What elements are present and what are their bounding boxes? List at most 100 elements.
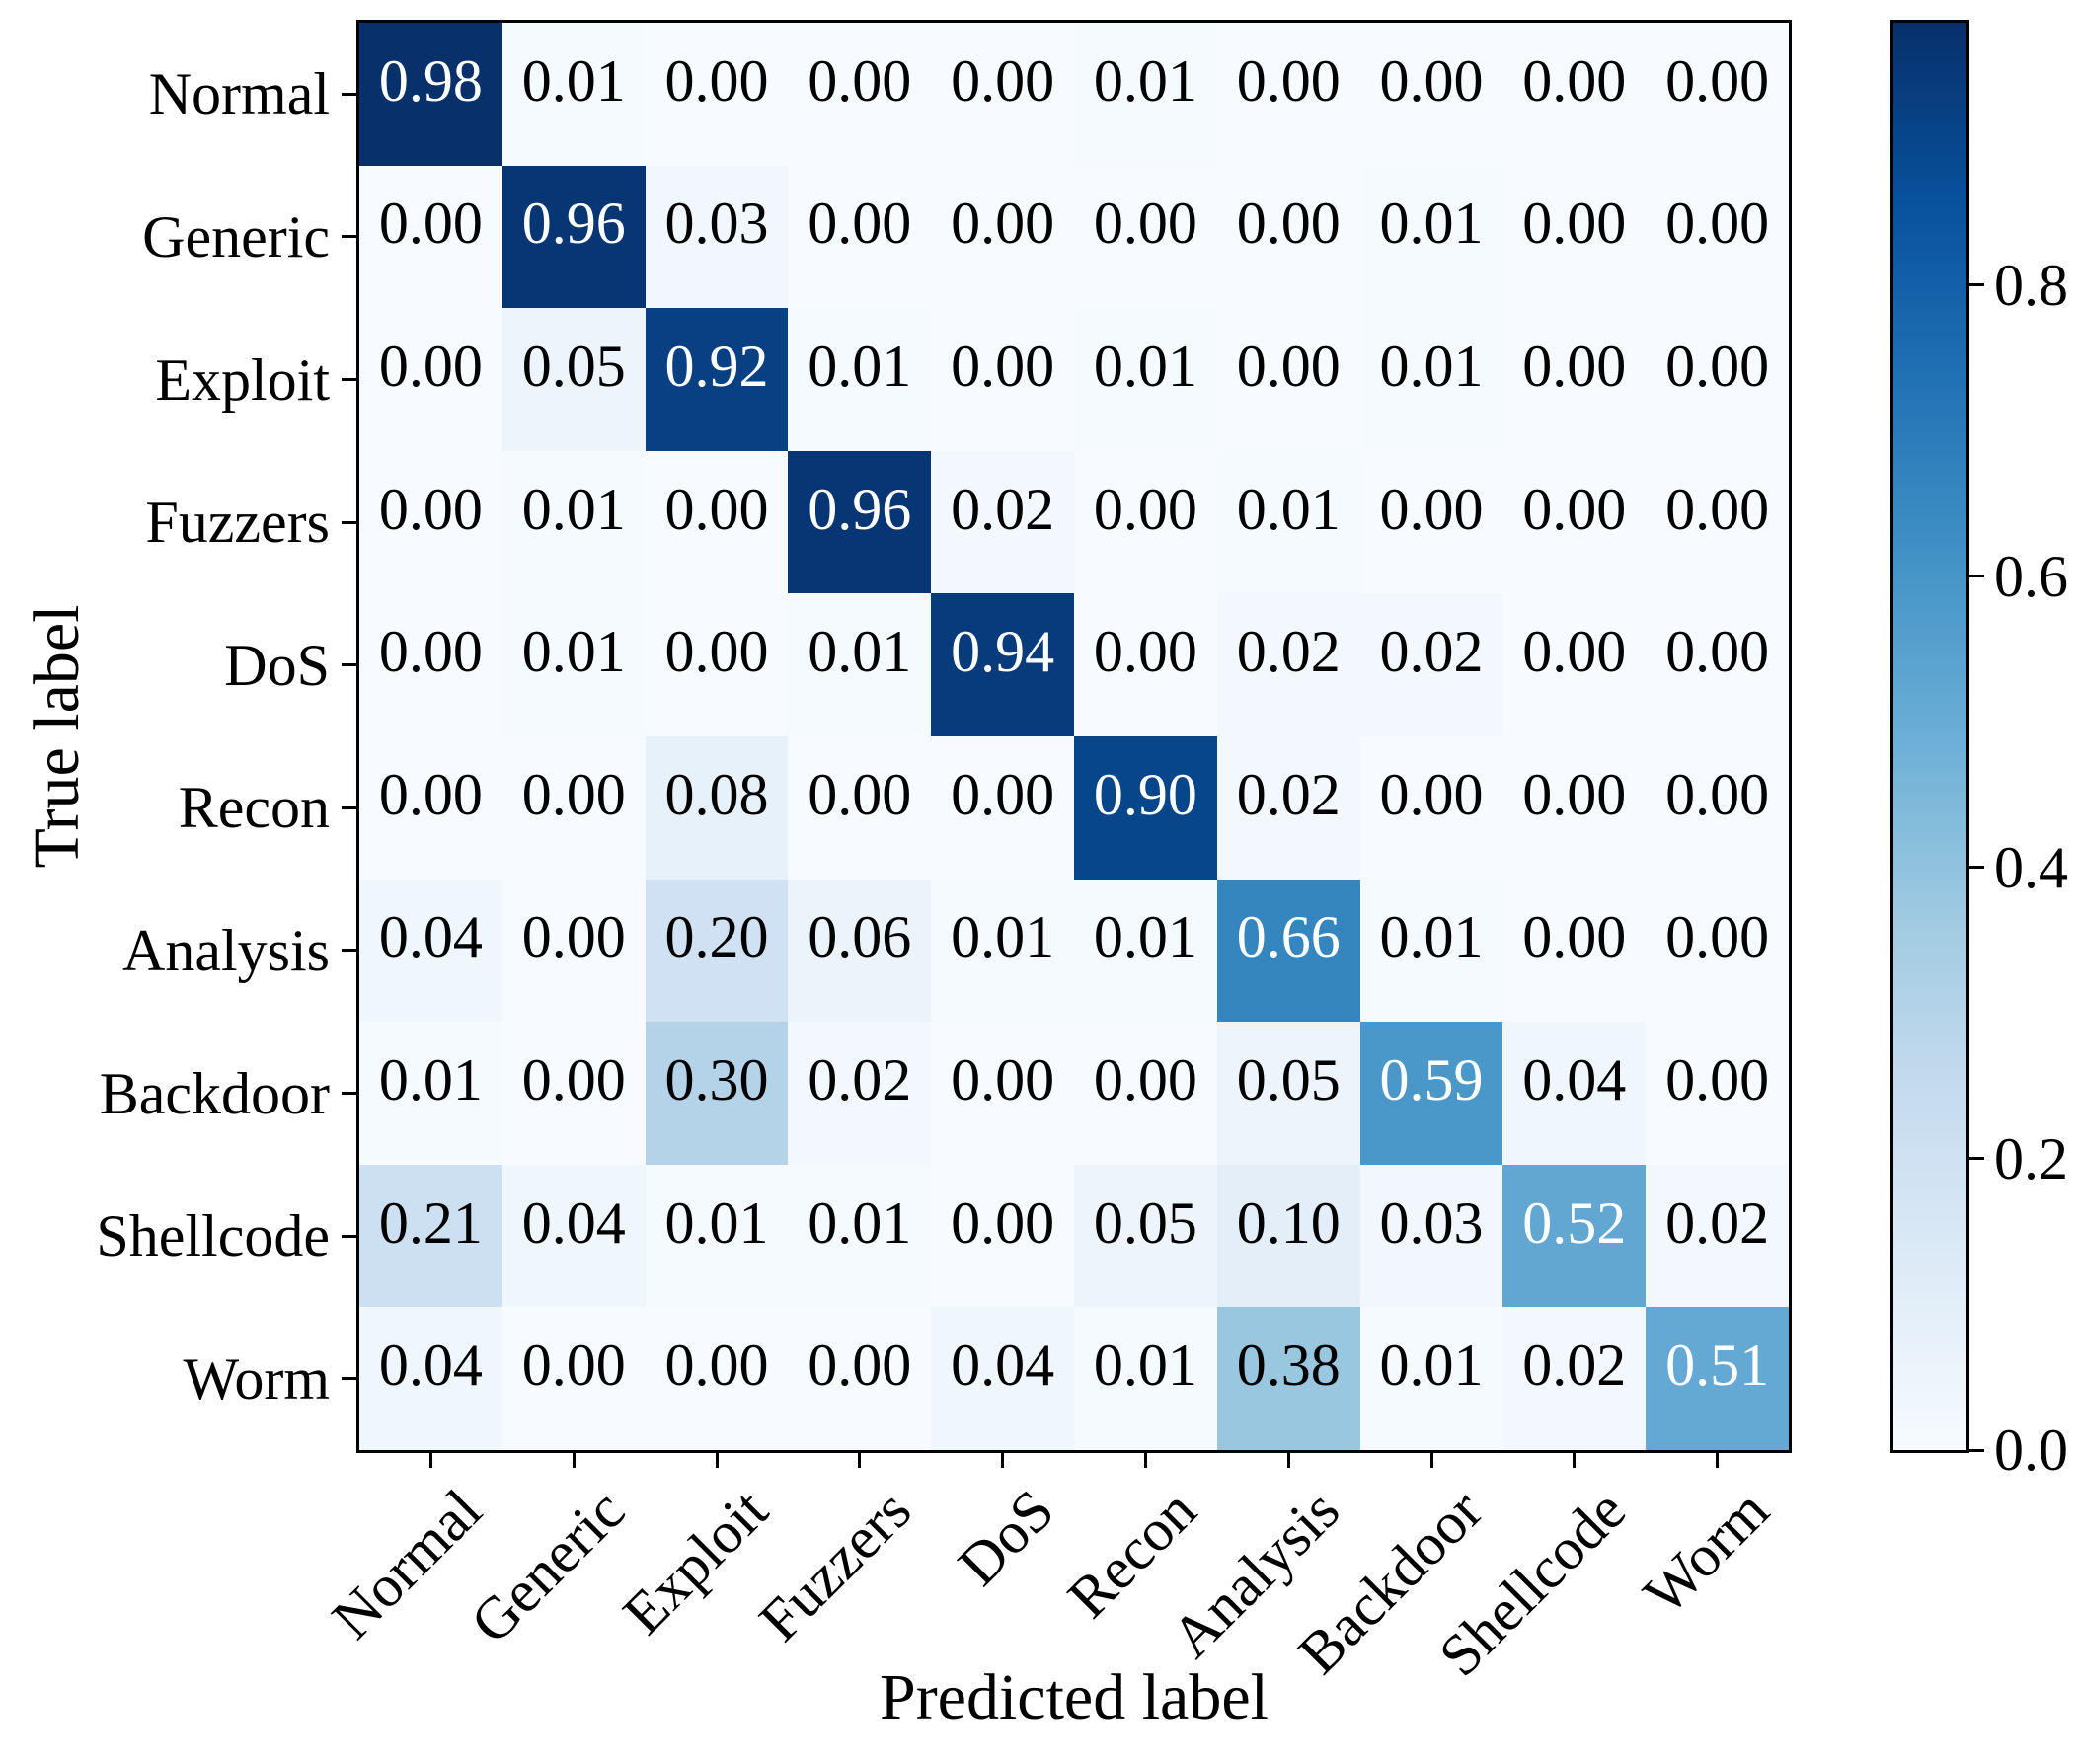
x-tick-mark [715, 1450, 719, 1468]
matrix-cell: 0.06 [788, 879, 932, 1023]
matrix-cell: 0.00 [645, 593, 789, 736]
matrix-cell: 0.00 [931, 23, 1074, 166]
matrix-cell: 0.01 [501, 593, 646, 736]
matrix-cell: 0.00 [645, 450, 789, 594]
matrix-cell: 0.01 [1216, 450, 1360, 594]
matrix-cell: 0.00 [1074, 450, 1217, 594]
matrix-cell: 0.00 [359, 736, 502, 880]
matrix-cell: 0.02 [931, 450, 1074, 594]
x-tick-mark [1001, 1450, 1005, 1468]
matrix-cell: 0.00 [1646, 308, 1789, 451]
matrix-cell: 0.96 [788, 450, 932, 594]
matrix-cell: 0.00 [788, 736, 932, 880]
matrix-cell: 0.04 [501, 1164, 646, 1308]
matrix-cell: 0.05 [501, 308, 646, 451]
colorbar-gradient [1893, 23, 1966, 1450]
x-tick-mark [1143, 1450, 1147, 1468]
x-tick-mark [1286, 1450, 1290, 1468]
matrix-cell: 0.01 [645, 1164, 789, 1308]
matrix-cell: 0.00 [1502, 736, 1647, 880]
matrix-cell: 0.00 [1216, 165, 1360, 309]
colorbar-tick-label: 0.2 [1994, 1125, 2068, 1191]
matrix-cell: 0.30 [645, 1022, 789, 1165]
matrix-cell: 0.01 [788, 1164, 932, 1308]
matrix-cell: 0.94 [931, 593, 1074, 736]
matrix-cell: 0.00 [501, 879, 646, 1023]
matrix-cell: 0.00 [359, 593, 502, 736]
matrix-cell: 0.00 [1502, 165, 1647, 309]
y-tick-mark [342, 520, 359, 524]
matrix-cell: 0.00 [1646, 593, 1789, 736]
matrix-cell: 0.00 [1646, 1022, 1789, 1165]
matrix-cell: 0.00 [1359, 736, 1503, 880]
matrix-cell: 0.38 [1216, 1307, 1360, 1450]
matrix-cell: 0.00 [1646, 450, 1789, 594]
matrix-cell: 0.00 [931, 1164, 1074, 1308]
matrix-cell: 0.01 [501, 23, 646, 166]
y-tick-label: Normal [148, 61, 330, 127]
matrix-cell: 0.00 [1359, 450, 1503, 594]
matrix-cell: 0.01 [1074, 23, 1217, 166]
matrix-cell: 0.21 [359, 1164, 502, 1308]
matrix-cell: 0.01 [931, 879, 1074, 1023]
matrix-cell: 0.92 [645, 308, 789, 451]
colorbar-tick-mark [1966, 1157, 1984, 1161]
colorbar-tick-label: 0.8 [1994, 252, 2068, 318]
matrix-cell: 0.00 [359, 165, 502, 309]
y-tick-mark [342, 92, 359, 96]
matrix-cell: 0.01 [1359, 308, 1503, 451]
matrix-cell: 0.00 [1502, 450, 1647, 594]
x-tick-mark [428, 1450, 432, 1468]
matrix-cell: 0.01 [1074, 308, 1217, 451]
matrix-cell: 0.04 [931, 1307, 1074, 1450]
matrix-cell: 0.02 [1646, 1164, 1789, 1308]
heatmap-grid: 0.98 0.01 0.00 0.00 0.00 0.01 0.00 0.00 0.00 0.00… [359, 23, 1789, 1450]
colorbar-tick-mark [1966, 866, 1984, 870]
matrix-cell: 0.05 [1216, 1022, 1360, 1165]
y-tick-label: Analysis [122, 917, 330, 983]
x-tick-mark [1429, 1450, 1433, 1468]
y-tick-label: Generic [142, 203, 330, 269]
matrix-cell: 0.00 [1646, 879, 1789, 1023]
y-tick-mark [342, 663, 359, 667]
matrix-cell: 0.03 [1359, 1164, 1503, 1308]
colorbar-tick-label: 0.6 [1994, 543, 2068, 609]
matrix-cell: 0.01 [1359, 1307, 1503, 1450]
matrix-cell: 0.02 [1216, 736, 1360, 880]
matrix-cell: 0.01 [1359, 165, 1503, 309]
y-tick-mark [342, 235, 359, 239]
matrix-cell: 0.02 [788, 1022, 932, 1165]
matrix-cell: 0.01 [1074, 1307, 1217, 1450]
matrix-cell: 0.01 [1359, 879, 1503, 1023]
y-tick-mark [342, 1377, 359, 1381]
matrix-cell: 0.00 [645, 23, 789, 166]
colorbar-tick-mark [1966, 1448, 1984, 1452]
x-tick-mark [1573, 1450, 1577, 1468]
matrix-cell: 0.00 [931, 308, 1074, 451]
matrix-cell: 0.00 [1646, 23, 1789, 166]
y-tick-label: Exploit [155, 346, 330, 413]
x-tick-mark [572, 1450, 576, 1468]
matrix-cell: 0.01 [359, 1022, 502, 1165]
matrix-cell: 0.02 [1216, 593, 1360, 736]
y-tick-mark [342, 949, 359, 953]
matrix-cell: 0.00 [1502, 308, 1647, 451]
matrix-cell: 0.04 [359, 879, 502, 1023]
matrix-cell: 0.01 [788, 308, 932, 451]
matrix-cell: 0.00 [1359, 23, 1503, 166]
matrix-cell: 0.01 [1074, 879, 1217, 1023]
matrix-cell: 0.00 [1502, 879, 1647, 1023]
matrix-cell: 0.04 [1502, 1022, 1647, 1165]
matrix-cell: 0.00 [1502, 23, 1647, 166]
matrix-cell: 0.02 [1502, 1307, 1647, 1450]
matrix-cell: 0.00 [501, 1022, 646, 1165]
matrix-cell: 0.04 [359, 1307, 502, 1450]
matrix-cell: 0.59 [1359, 1022, 1503, 1165]
y-tick-label: DoS [224, 632, 330, 698]
matrix-cell: 0.96 [501, 165, 646, 309]
matrix-cell: 0.01 [788, 593, 932, 736]
matrix-cell: 0.05 [1074, 1164, 1217, 1308]
x-tick-mark [858, 1450, 862, 1468]
colorbar-tick-mark [1966, 575, 1984, 578]
y-tick-label: Backdoor [99, 1060, 330, 1126]
